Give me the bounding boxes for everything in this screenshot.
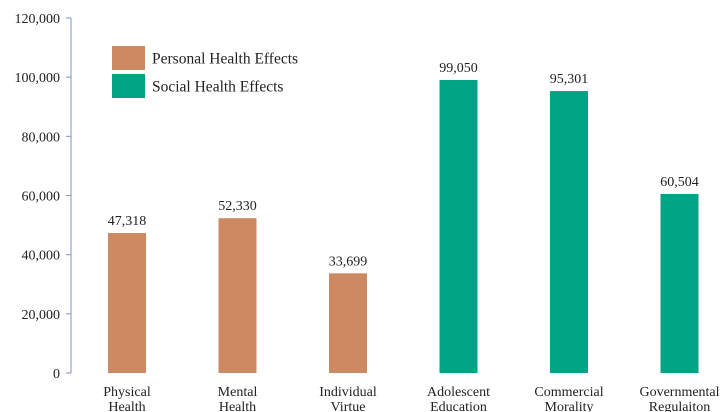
bar-5 — [550, 91, 588, 374]
y-tick-label: 40,000 — [22, 249, 61, 264]
x-tick-label: Commercial Morality — [534, 385, 603, 412]
x-tick-label-line: Mental — [218, 385, 258, 400]
x-tick-label-line: Individual — [319, 385, 377, 400]
y-tick-label: 20,000 — [22, 308, 61, 323]
axes: 0 20,000 40,000 60,000 80,000 100,000 120,000 — [15, 12, 72, 382]
y-tick-label: 0 — [53, 367, 60, 382]
data-label: 33,699 — [329, 254, 368, 269]
x-tick-label: Individual Virtue — [319, 385, 377, 412]
x-tick-label-line: Virtue — [331, 400, 366, 412]
data-label: 52,330 — [218, 199, 257, 214]
legend-swatch — [112, 46, 145, 70]
data-label: 99,050 — [439, 61, 478, 76]
x-tick-label-line: Health — [108, 400, 145, 412]
bar-6 — [660, 194, 699, 373]
x-tick-label-line: Commercial — [534, 385, 603, 400]
bars — [108, 79, 699, 374]
legend-swatch — [112, 74, 145, 98]
legend-label: Personal Health Effects — [152, 51, 298, 68]
x-tick-label: Mental Health — [218, 385, 258, 412]
bar-4 — [439, 79, 478, 373]
y-tick-label: 60,000 — [22, 190, 61, 205]
x-tick-label: Adolescent Education — [427, 385, 490, 412]
bar-3 — [329, 273, 367, 373]
data-label: 60,504 — [660, 175, 699, 190]
x-tick-label: Physical Health — [103, 385, 151, 412]
bar-2 — [218, 218, 257, 373]
data-label: 95,301 — [550, 72, 589, 87]
y-tick-label: 80,000 — [22, 130, 61, 145]
x-tick-label-line: Health — [219, 400, 256, 412]
y-tick-label: 100,000 — [15, 71, 61, 86]
bar-1 — [108, 233, 146, 373]
legend: Personal Health Effects Social Health Eff… — [112, 46, 298, 98]
x-tick-label-line: Morality — [545, 400, 594, 412]
legend-label: Social Health Effects — [152, 79, 283, 96]
data-label: 47,318 — [108, 214, 147, 229]
x-tick-label-line: Governmental — [639, 385, 719, 400]
y-tick-label: 120,000 — [15, 12, 61, 27]
x-tick-label-line: Education — [430, 400, 487, 412]
x-tick-label-line: Regulaiton — [649, 400, 710, 412]
x-tick-label: Governmental Regulaiton — [639, 385, 719, 412]
x-tick-label-line: Adolescent — [427, 385, 490, 400]
x-tick-label-line: Physical — [103, 385, 151, 400]
